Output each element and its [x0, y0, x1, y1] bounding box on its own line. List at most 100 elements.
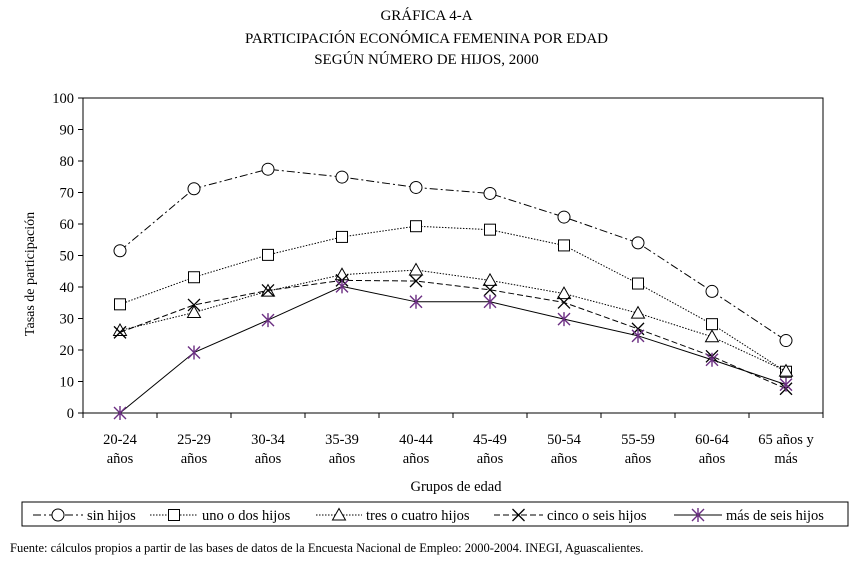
data-point-sin-hijos — [483, 186, 497, 200]
x-tick-label: 40-44 — [399, 432, 434, 448]
data-point-sin-hijos — [557, 210, 571, 224]
series-tres-o-cuatro-hijos — [112, 262, 794, 377]
y-tick-label: 0 — [67, 406, 74, 422]
x-tick-label: 50-54 — [547, 432, 582, 448]
data-point-uno-o-dos-hijos — [188, 271, 200, 284]
x-tick-label: 65 años y — [758, 432, 814, 448]
chart-title-line-2: PARTICIPACIÓN ECONÓMICA FEMENINA POR EDA… — [244, 31, 609, 47]
data-point-tres-o-cuatro-hijos — [778, 363, 794, 377]
x-tick-label: años — [551, 451, 578, 467]
y-tick-label: 50 — [60, 249, 75, 265]
series-sin-hijos — [113, 162, 793, 348]
data-point-sin-hijos — [335, 170, 349, 184]
x-tick-label: años — [403, 451, 430, 467]
data-point-uno-o-dos-hijos — [484, 223, 496, 236]
data-point-uno-o-dos-hijos — [706, 318, 718, 331]
data-point-uno-o-dos-hijos — [558, 239, 570, 252]
data-point-cinco-o-seis-hijos — [113, 325, 127, 339]
data-point-sin-hijos — [631, 236, 645, 250]
legend-label: cinco o seis hijos — [547, 508, 647, 524]
data-point-mas-de-seis-hijos — [187, 345, 201, 360]
x-tick-label: 60-64 — [695, 432, 730, 448]
legend-entry: cinco o seis hijos — [494, 508, 647, 524]
x-tick-label: años — [699, 451, 726, 467]
y-axis-label: Tasas de participación — [23, 212, 38, 336]
x-tick-label: años — [477, 451, 504, 467]
source-note: Fuente: cálculos propios a partir de las… — [10, 541, 644, 555]
y-tick-label: 100 — [52, 91, 74, 107]
x-tick-label: años — [625, 451, 652, 467]
data-point-tres-o-cuatro-hijos — [556, 286, 572, 300]
legend-entry: uno o dos hijos — [150, 508, 291, 524]
data-point-tres-o-cuatro-hijos — [186, 304, 202, 319]
data-point-tres-o-cuatro-hijos — [408, 262, 424, 276]
legend-label: más de seis hijos — [726, 508, 824, 524]
data-point-tres-o-cuatro-hijos — [630, 305, 646, 319]
data-point-uno-o-dos-hijos — [262, 248, 274, 261]
x-tick-label: años — [107, 451, 134, 467]
chart-title-line-3: SEGÚN NÚMERO DE HIJOS, 2000 — [314, 52, 539, 68]
y-tick-label: 40 — [60, 280, 75, 296]
legend-box — [21, 501, 849, 527]
data-point-sin-hijos — [409, 180, 423, 194]
legend-entry: sin hijos — [33, 508, 136, 524]
y-tick-label: 70 — [60, 186, 75, 202]
legend-label: sin hijos — [87, 508, 136, 524]
data-point-mas-de-seis-hijos — [631, 328, 645, 343]
data-point-cinco-o-seis-hijos — [187, 298, 201, 312]
y-tick-label: 30 — [60, 312, 75, 328]
x-tick-label: 20-24 — [103, 432, 138, 448]
y-tick-label: 60 — [60, 217, 75, 233]
data-point-mas-de-seis-hijos — [705, 352, 719, 367]
series-line-mas-de-seis-hijos — [119, 285, 787, 414]
x-tick-label: 30-34 — [251, 432, 286, 448]
y-tick-label: 90 — [60, 123, 75, 139]
data-point-cinco-o-seis-hijos — [557, 295, 571, 309]
data-point-uno-o-dos-hijos — [114, 298, 126, 311]
series-line-uno-o-dos-hijos — [119, 225, 787, 373]
chart-axes: 0 10 20 30 40 50 60 70 80 90 100 20-24 años 25-29 años… — [52, 91, 824, 467]
data-point-mas-de-seis-hijos — [261, 313, 275, 328]
x-tick-label: 45-49 — [473, 432, 507, 448]
data-point-mas-de-seis-hijos — [409, 294, 423, 309]
data-point-tres-o-cuatro-hijos — [704, 329, 720, 343]
legend-marker — [331, 507, 347, 521]
series-mas-de-seis-hijos — [113, 279, 793, 420]
data-point-sin-hijos — [705, 284, 719, 298]
data-point-mas-de-seis-hijos — [113, 406, 127, 420]
chart-title-line-1: GRÁFICA 4-A — [380, 8, 473, 24]
legend: sin hijos uno o dos hijos tres o cuatro hi… — [21, 501, 849, 527]
data-point-tres-o-cuatro-hijos — [112, 322, 128, 336]
data-point-tres-o-cuatro-hijos — [334, 267, 350, 281]
legend-label: tres o cuatro hijos — [366, 508, 470, 524]
data-point-mas-de-seis-hijos — [779, 377, 793, 392]
x-axis-label: Grupos de edad — [410, 479, 502, 495]
x-tick-label: años — [329, 451, 356, 467]
legend-marker — [512, 508, 525, 522]
x-tick-label: 35-39 — [325, 432, 359, 448]
y-tick-label: 20 — [60, 343, 75, 359]
legend-entry: tres o cuatro hijos — [316, 507, 470, 524]
y-tick-label: 10 — [60, 375, 75, 391]
data-point-mas-de-seis-hijos — [557, 312, 571, 327]
legend-marker — [51, 508, 65, 522]
line-chart: 0 10 20 30 40 50 60 70 80 90 100 20-24 años 25-29 años… — [21, 91, 849, 527]
series-line-sin-hijos — [119, 168, 787, 341]
legend-marker — [168, 509, 180, 521]
x-tick-label: años — [181, 451, 208, 467]
data-point-cinco-o-seis-hijos — [261, 284, 275, 297]
chart-plot-area — [112, 162, 794, 420]
data-point-mas-de-seis-hijos — [483, 294, 497, 309]
data-point-cinco-o-seis-hijos — [483, 283, 497, 297]
data-point-tres-o-cuatro-hijos — [482, 272, 498, 286]
legend-marker — [691, 508, 705, 522]
x-tick-label: 25-29 — [177, 432, 211, 448]
data-point-sin-hijos — [261, 162, 275, 176]
data-point-uno-o-dos-hijos — [410, 220, 422, 233]
data-point-sin-hijos — [113, 244, 127, 258]
x-tick-label: más — [774, 451, 798, 467]
x-tick-label: 55-59 — [621, 432, 655, 448]
data-point-uno-o-dos-hijos — [632, 277, 644, 290]
y-tick-label: 80 — [60, 154, 75, 170]
data-point-uno-o-dos-hijos — [336, 230, 348, 243]
